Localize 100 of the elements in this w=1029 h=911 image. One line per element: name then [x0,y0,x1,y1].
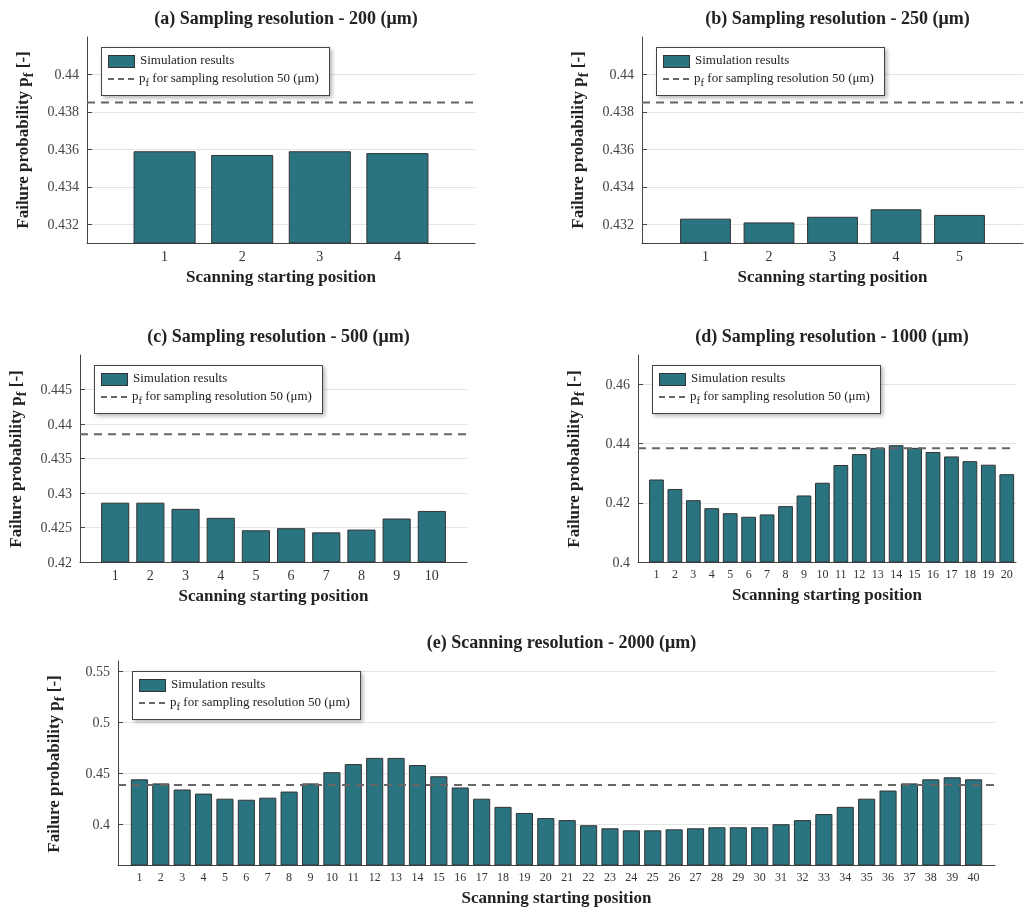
x-tick-label: 10 [424,567,439,583]
x-axis-title: Scanning starting position [461,888,652,907]
x-tick-label: 22 [582,870,595,884]
x-tick-label: 11 [835,567,847,581]
x-tick-label: 5 [727,567,734,581]
x-tick-label: 6 [745,567,752,581]
x-tick-label: 34 [839,870,852,884]
x-tick-label: 12 [853,567,866,581]
y-tick-label: 0.434 [47,179,79,195]
x-tick-label: 3 [179,870,186,884]
x-tick-label: 24 [625,870,638,884]
x-tick-label: 16 [454,870,467,884]
x-tick-label: 19 [518,870,531,884]
y-tick-label: 0.445 [40,382,72,397]
y-tick-label: 0.44 [605,436,630,452]
x-tick-label: 1 [702,248,709,264]
x-tick-label: 14 [411,870,424,884]
x-tick-label: 3 [829,248,836,264]
chart-title: (d) Sampling resolution - 1000 (μm) [695,326,969,347]
x-tick-label: 25 [646,870,659,884]
x-tick-label: 18 [497,870,510,884]
x-tick-label: 4 [200,870,207,884]
y-tick-label: 0.436 [47,141,79,157]
x-tick-label: 17 [475,870,488,884]
y-tick-label: 0.425 [40,520,72,535]
y-tick-label: 0.55 [85,663,110,679]
x-tick-label: 10 [816,567,829,581]
x-tick-label: 20 [1000,567,1013,581]
legend-label: p$_{f}$ for sampling resolution 50 (μm) [694,70,874,88]
y-tick-label: 0.432 [602,216,634,232]
y-tick-label: 0.46 [605,377,630,393]
y-tick-label: 0.42 [605,495,630,511]
x-tick-label: 17 [945,567,958,581]
x-tick-label: 20 [539,870,552,884]
x-tick-label: 8 [782,567,789,581]
x-tick-label: 18 [963,567,976,581]
x-tick-label: 5 [221,870,228,884]
x-tick-label: 9 [393,567,401,583]
x-tick-label: 15 [908,567,921,581]
x-tick-label: 37 [903,870,916,884]
x-tick-label: 4 [708,567,715,581]
x-tick-label: 39 [946,870,959,884]
y-tick-label: 0.4 [92,816,110,832]
x-tick-label: 1 [653,567,660,581]
x-axis-title: Scanning starting position [737,266,928,286]
y-tick-label: 0.432 [47,216,79,232]
x-tick-label: 8 [286,870,293,884]
y-tick-label: 0.43 [47,485,72,501]
y-tick-label: 0.438 [47,104,79,120]
legend-label: p$_{f}$ for sampling resolution 50 (μm) [170,694,350,712]
legend-label: Simulation results [691,370,786,385]
legend-label: Simulation results [140,52,235,67]
x-tick-label: 2 [765,248,773,264]
legend-label: Simulation results [133,370,228,385]
x-tick-label: 3 [182,567,190,583]
x-tick-label: 7 [764,567,771,581]
chart-title: (e) Scanning resolution - 2000 (μm) [426,632,697,653]
x-tick-label: 2 [157,870,164,884]
chart-title: (b) Sampling resolution - 250 (μm) [705,8,970,29]
x-tick-label: 4 [393,248,401,264]
y-tick-label: 0.4 [612,554,630,570]
x-axis-title: Scanning starting position [178,585,369,605]
x-tick-label: 29 [732,870,745,884]
x-tick-label: 12 [368,870,381,884]
x-tick-label: 4 [892,248,900,264]
x-tick-label: 7 [264,870,271,884]
y-tick-label: 0.44 [47,416,72,432]
x-tick-label: 32 [796,870,809,884]
x-tick-label: 31 [775,870,788,884]
y-tick-label: 0.45 [85,765,110,781]
legend-label: Simulation results [171,676,266,691]
x-tick-label: 23 [603,870,616,884]
x-tick-label: 21 [561,870,574,884]
x-tick-label: 30 [753,870,766,884]
y-tick-label: 0.44 [609,66,634,82]
x-tick-label: 40 [967,870,980,884]
x-tick-label: 2 [238,248,246,264]
chart-title: (c) Sampling resolution - 500 (μm) [147,326,410,347]
y-tick-label: 0.44 [54,66,79,82]
x-tick-label: 1 [111,567,119,583]
x-axis-title: Scanning starting position [186,266,377,286]
x-tick-label: 5 [956,248,963,264]
x-tick-label: 14 [890,567,903,581]
legend-label: p$_{f}$ for sampling resolution 50 (μm) [139,70,319,88]
x-tick-label: 11 [347,870,360,884]
x-axis-title: Scanning starting position [732,585,923,604]
x-tick-label: 2 [671,567,678,581]
x-tick-label: 33 [817,870,830,884]
x-tick-label: 16 [927,567,940,581]
x-tick-label: 35 [860,870,873,884]
x-tick-label: 2 [146,567,154,583]
x-tick-label: 28 [710,870,723,884]
x-tick-label: 7 [322,567,330,583]
y-tick-label: 0.434 [602,179,634,195]
x-tick-label: 4 [217,567,225,583]
y-tick-label: 0.42 [47,554,72,570]
x-tick-label: 15 [432,870,445,884]
x-tick-label: 3 [316,248,324,264]
x-tick-label: 13 [390,870,403,884]
x-tick-label: 10 [325,870,338,884]
